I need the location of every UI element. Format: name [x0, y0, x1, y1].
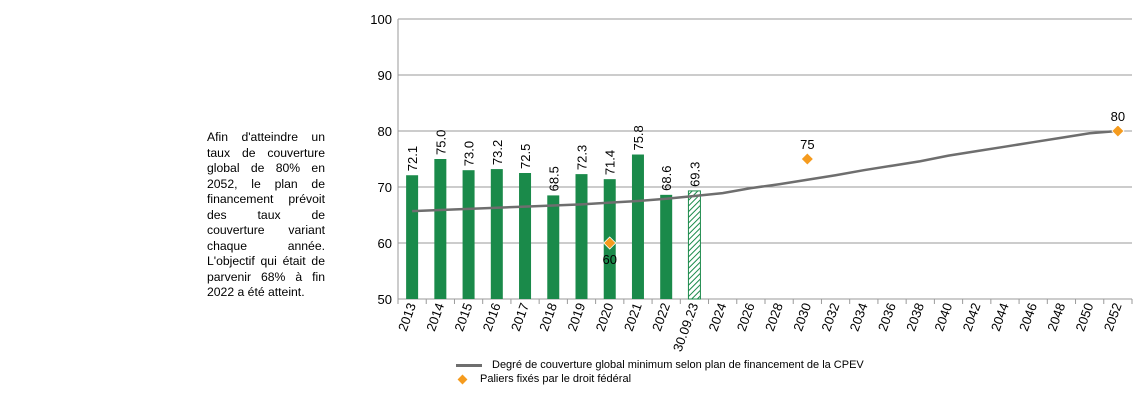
bar [519, 173, 532, 299]
bar [462, 170, 475, 299]
x-tick-label: 2044 [988, 301, 1012, 333]
x-tick-label: 2046 [1016, 301, 1040, 333]
x-tick-label: 2022 [649, 301, 673, 333]
legend: Degré de couverture global minimum selon… [456, 358, 864, 386]
bar-value-label: 75.0 [433, 130, 448, 155]
milestone-label: 60 [602, 252, 616, 267]
bar [547, 195, 560, 299]
bar [631, 154, 644, 299]
bar-value-label: 75.8 [631, 125, 646, 150]
bar-value-label: 73.0 [462, 141, 477, 166]
bar-value-label: 68.6 [659, 166, 674, 191]
x-tick-label: 2020 [593, 301, 617, 333]
legend-line-label: Degré de couverture global minimum selon… [492, 359, 864, 371]
x-tick-label: 2019 [564, 301, 588, 333]
bar-value-label: 72.1 [405, 146, 420, 171]
bar-value-label: 69.3 [687, 162, 702, 187]
milestone-label: 80 [1111, 109, 1125, 124]
bar [406, 175, 419, 299]
description-text: Afin d'atteindre un taux de couverture g… [207, 130, 325, 299]
x-tick-label: 2017 [508, 301, 532, 333]
bar-value-label: 72.5 [518, 144, 533, 169]
x-tick-label: 2024 [705, 301, 729, 333]
milestone-diamond [800, 152, 814, 166]
x-tick-label: 2013 [395, 301, 419, 333]
x-tick-label: 2030 [790, 301, 814, 333]
x-tick-label: 2042 [960, 301, 984, 333]
y-tick-label: 50 [378, 292, 392, 307]
x-tick-label: 2052 [1101, 301, 1125, 333]
x-tick-label: 2015 [451, 301, 475, 333]
coverage-line [412, 129, 1118, 213]
x-tick-label: 2038 [903, 301, 927, 333]
y-tick-label: 90 [378, 68, 392, 83]
bar-value-label: 68.5 [546, 166, 561, 191]
y-tick-label: 100 [370, 12, 392, 27]
x-tick-label: 2050 [1072, 301, 1096, 333]
x-tick-label: 2014 [423, 301, 447, 333]
legend-item-marker: Paliers fixés par le droit fédéral [456, 372, 864, 386]
x-tick-label: 2032 [818, 301, 842, 333]
x-tick-label: 2026 [734, 301, 758, 333]
x-tick-label: 2034 [847, 301, 871, 333]
y-tick-label: 80 [378, 124, 392, 139]
x-tick-label: 2040 [931, 301, 955, 333]
legend-item-line: Degré de couverture global minimum selon… [456, 358, 864, 372]
bar-value-label: 71.4 [603, 150, 618, 175]
legend-marker-label: Paliers fixés par le droit fédéral [480, 373, 632, 385]
x-tick-label: 2048 [1044, 301, 1068, 333]
x-tick-label: 2021 [621, 301, 645, 333]
y-tick-label: 60 [378, 236, 392, 251]
legend-diamond-swatch [457, 374, 468, 384]
bar [490, 169, 503, 299]
bar [575, 174, 588, 299]
x-tick-label: 2028 [762, 301, 786, 333]
bar-value-label: 72.3 [575, 145, 590, 170]
bar [660, 194, 673, 299]
y-tick-label: 70 [378, 180, 392, 195]
bar-hatched [687, 190, 701, 300]
bar-value-label: 73.2 [490, 140, 505, 165]
milestone-diamond [1111, 124, 1125, 138]
x-tick-label: 30.09.23 [670, 301, 701, 354]
milestone-label: 75 [800, 137, 814, 152]
milestone-diamond [603, 236, 617, 250]
x-tick-label: 2018 [536, 301, 560, 333]
x-tick-label: 2016 [480, 301, 504, 333]
x-tick-label: 2036 [875, 301, 899, 333]
legend-line-swatch [456, 363, 482, 367]
bar [434, 159, 447, 299]
